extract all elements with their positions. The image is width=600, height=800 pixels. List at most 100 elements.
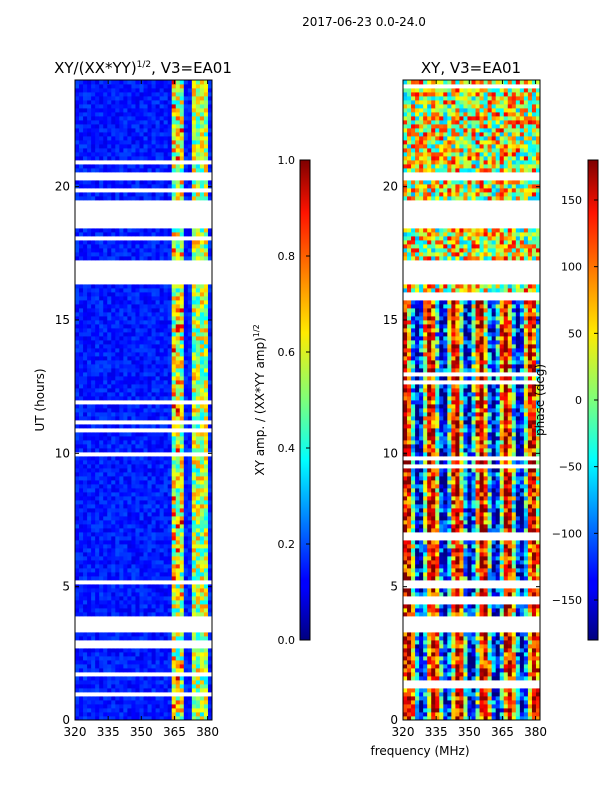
heatmap-cell bbox=[87, 536, 92, 541]
heatmap-cell bbox=[167, 268, 173, 273]
heatmap-cell bbox=[135, 192, 140, 197]
heatmap-cell bbox=[147, 336, 152, 341]
heatmap-cell bbox=[87, 588, 92, 593]
heatmap-cell bbox=[95, 248, 100, 253]
heatmap-cell bbox=[187, 168, 193, 173]
heatmap-cell bbox=[87, 700, 92, 705]
heatmap-cell bbox=[203, 472, 209, 477]
heatmap-cell bbox=[111, 528, 116, 533]
heatmap-cell bbox=[75, 248, 80, 253]
heatmap-cell bbox=[99, 340, 104, 345]
heatmap-cell bbox=[199, 232, 205, 237]
heatmap-cell bbox=[107, 532, 112, 537]
heatmap-cell bbox=[179, 604, 185, 609]
heatmap-cell bbox=[107, 360, 112, 365]
heatmap-cell bbox=[199, 464, 205, 469]
heatmap-cell bbox=[95, 428, 100, 433]
heatmap-cell bbox=[135, 244, 140, 249]
heatmap-cell bbox=[115, 596, 120, 601]
heatmap-cell bbox=[107, 188, 112, 193]
heatmap-cell bbox=[123, 568, 128, 573]
heatmap-cell bbox=[75, 620, 80, 625]
heatmap-cell bbox=[171, 288, 177, 293]
heatmap-cell bbox=[191, 704, 197, 709]
heatmap-cell bbox=[127, 232, 132, 237]
heatmap-cell bbox=[127, 452, 132, 457]
heatmap-cell bbox=[135, 612, 140, 617]
heatmap-cell bbox=[167, 660, 173, 665]
heatmap-cell bbox=[167, 216, 173, 221]
heatmap-cell bbox=[199, 432, 205, 437]
heatmap-cell bbox=[183, 580, 189, 585]
heatmap-cell bbox=[127, 620, 132, 625]
heatmap-cell bbox=[99, 376, 104, 381]
heatmap-cell bbox=[175, 548, 181, 553]
heatmap-cell bbox=[103, 588, 108, 593]
heatmap-cell bbox=[83, 196, 88, 201]
heatmap-cell bbox=[207, 392, 212, 397]
heatmap-cell bbox=[99, 612, 104, 617]
heatmap-cell bbox=[127, 256, 132, 261]
heatmap-cell bbox=[171, 336, 177, 341]
heatmap-cell bbox=[191, 464, 197, 469]
heatmap-cell bbox=[191, 156, 197, 161]
heatmap-cell bbox=[191, 712, 197, 717]
heatmap-cell bbox=[75, 436, 80, 441]
heatmap-cell bbox=[147, 292, 152, 297]
heatmap-cell bbox=[127, 144, 132, 149]
heatmap-cell bbox=[103, 416, 108, 421]
heatmap-cell bbox=[155, 192, 161, 197]
heatmap-cell bbox=[199, 524, 205, 529]
heatmap-cell bbox=[163, 236, 169, 241]
heatmap-cell bbox=[87, 516, 92, 521]
heatmap-cell bbox=[87, 180, 92, 185]
heatmap-cell bbox=[123, 452, 128, 457]
heatmap-cell bbox=[155, 540, 161, 545]
heatmap-cell bbox=[131, 220, 136, 225]
heatmap-cell bbox=[79, 676, 84, 681]
heatmap-cell bbox=[175, 572, 181, 577]
heatmap-cell bbox=[135, 296, 140, 301]
heatmap-cell bbox=[127, 152, 132, 157]
heatmap-cell bbox=[115, 172, 120, 177]
heatmap-cell bbox=[75, 172, 80, 177]
heatmap-cell bbox=[103, 448, 108, 453]
heatmap-cell bbox=[107, 200, 112, 205]
heatmap-cell bbox=[83, 152, 88, 157]
heatmap-cell bbox=[87, 696, 92, 701]
heatmap-cell bbox=[199, 408, 205, 413]
heatmap-cell bbox=[111, 548, 116, 553]
heatmap-cell bbox=[143, 180, 148, 185]
heatmap-cell bbox=[79, 620, 84, 625]
heatmap-cell bbox=[199, 552, 205, 557]
heatmap-cell bbox=[207, 268, 212, 273]
heatmap-cell bbox=[115, 428, 120, 433]
heatmap-cell bbox=[143, 624, 148, 629]
heatmap-cell bbox=[111, 636, 116, 641]
heatmap-cell bbox=[79, 644, 84, 649]
heatmap-cell bbox=[79, 328, 84, 333]
heatmap-cell bbox=[163, 476, 169, 481]
heatmap-cell bbox=[87, 604, 92, 609]
heatmap-cell bbox=[179, 196, 185, 201]
heatmap-cell bbox=[115, 476, 120, 481]
heatmap-cell bbox=[203, 448, 209, 453]
heatmap-cell bbox=[175, 364, 181, 369]
heatmap-cell bbox=[103, 248, 108, 253]
heatmap-cell bbox=[171, 592, 177, 597]
heatmap-cell bbox=[79, 604, 84, 609]
heatmap-cell bbox=[207, 256, 212, 261]
heatmap-cell bbox=[187, 576, 193, 581]
heatmap-cell bbox=[119, 132, 124, 137]
heatmap-cell bbox=[199, 224, 205, 229]
heatmap-cell bbox=[195, 700, 201, 705]
heatmap-cell bbox=[151, 352, 156, 357]
heatmap-cell bbox=[155, 360, 161, 365]
heatmap-cell bbox=[171, 240, 177, 245]
heatmap-cell bbox=[159, 708, 165, 713]
heatmap-cell bbox=[139, 712, 144, 717]
heatmap-cell bbox=[79, 156, 84, 161]
heatmap-cell bbox=[187, 192, 193, 197]
heatmap-cell bbox=[183, 524, 189, 529]
heatmap-cell bbox=[183, 468, 189, 473]
